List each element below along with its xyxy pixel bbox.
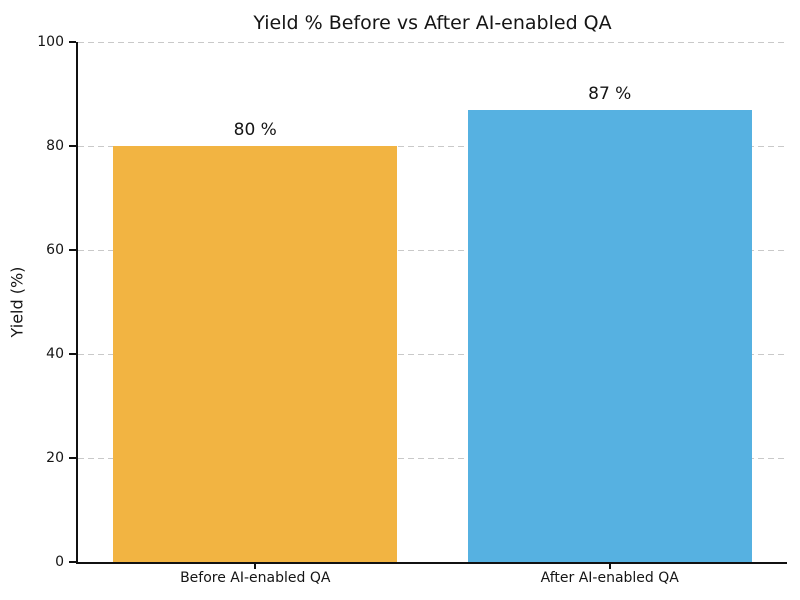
x-tick-mark-1 (254, 562, 257, 569)
x-tick-mark-2 (608, 562, 611, 569)
y-tick-label-100: 100 (37, 34, 64, 50)
bar-value-label-2: 87 % (588, 83, 632, 104)
y-axis-label: Yield (%) (7, 266, 27, 338)
y-tick-mark-20 (69, 457, 76, 459)
y-tick-label-80: 80 (46, 138, 64, 154)
chart-title: Yield % Before vs After AI-enabled QA (253, 12, 612, 34)
gridline-y-60 (78, 249, 787, 251)
y-tick-mark-60 (69, 249, 76, 251)
y-tick-mark-0 (69, 561, 76, 563)
y-tick-mark-40 (69, 353, 76, 355)
y-tick-label-20: 20 (46, 450, 64, 466)
y-tick-mark-80 (69, 145, 76, 147)
y-tick-label-40: 40 (46, 346, 64, 362)
gridline-y-80 (78, 145, 787, 147)
x-tick-label-1: Before AI-enabled QA (180, 570, 331, 586)
gridline-y-40 (78, 353, 787, 355)
y-tick-label-0: 0 (55, 554, 64, 570)
y-tick-mark-100 (69, 41, 76, 43)
y-tick-label-60: 60 (46, 242, 64, 258)
x-axis-spine (76, 562, 787, 564)
bar-2 (467, 109, 752, 562)
bar-1 (113, 146, 398, 562)
gridline-y-20 (78, 457, 787, 459)
y-axis-spine (76, 42, 78, 564)
x-tick-label-2: After AI-enabled QA (540, 570, 679, 586)
plot-area: 80 % 87 % 0 20 40 60 80 100 Before AI-enabled … (37, 34, 787, 586)
bar-value-label-1: 80 % (233, 120, 277, 140)
gridline-y-100 (78, 41, 787, 43)
